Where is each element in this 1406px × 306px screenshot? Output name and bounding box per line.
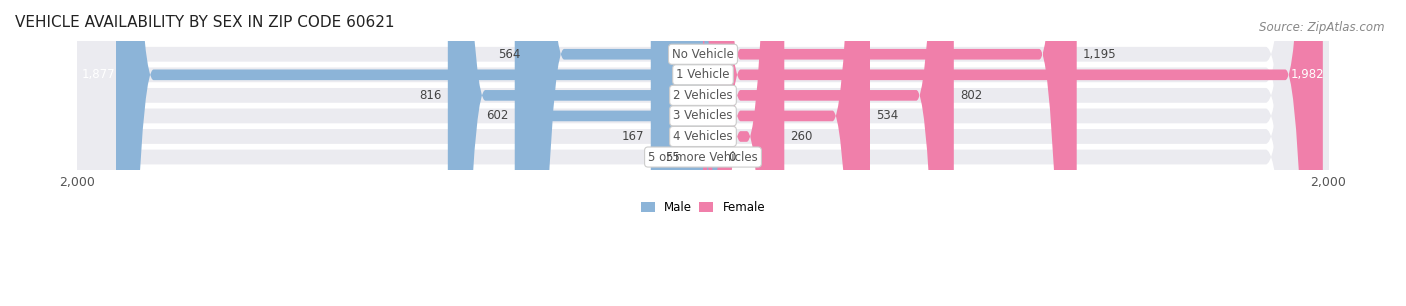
Text: 564: 564: [498, 48, 520, 61]
Text: 534: 534: [876, 110, 898, 122]
Text: 167: 167: [621, 130, 644, 143]
Text: 260: 260: [790, 130, 813, 143]
FancyBboxPatch shape: [449, 0, 703, 306]
FancyBboxPatch shape: [527, 0, 703, 306]
FancyBboxPatch shape: [703, 0, 713, 306]
Legend: Male, Female: Male, Female: [636, 196, 770, 219]
Text: 1,195: 1,195: [1083, 48, 1116, 61]
FancyBboxPatch shape: [77, 0, 1329, 306]
Text: 2 Vehicles: 2 Vehicles: [673, 89, 733, 102]
FancyBboxPatch shape: [117, 0, 703, 306]
FancyBboxPatch shape: [77, 0, 1329, 306]
Text: VEHICLE AVAILABILITY BY SEX IN ZIP CODE 60621: VEHICLE AVAILABILITY BY SEX IN ZIP CODE …: [15, 15, 395, 30]
Text: No Vehicle: No Vehicle: [672, 48, 734, 61]
Text: 602: 602: [486, 110, 509, 122]
FancyBboxPatch shape: [665, 0, 723, 306]
Text: Source: ZipAtlas.com: Source: ZipAtlas.com: [1260, 21, 1385, 34]
FancyBboxPatch shape: [703, 0, 1077, 306]
FancyBboxPatch shape: [77, 0, 1329, 306]
Text: 816: 816: [419, 89, 441, 102]
Text: 1,877: 1,877: [82, 68, 115, 81]
Text: 5 or more Vehicles: 5 or more Vehicles: [648, 151, 758, 163]
FancyBboxPatch shape: [77, 0, 1329, 306]
Text: 4 Vehicles: 4 Vehicles: [673, 130, 733, 143]
Text: 55: 55: [665, 151, 679, 163]
FancyBboxPatch shape: [515, 0, 703, 306]
FancyBboxPatch shape: [77, 0, 1329, 306]
FancyBboxPatch shape: [703, 0, 953, 306]
Text: 1,982: 1,982: [1291, 68, 1324, 81]
FancyBboxPatch shape: [77, 0, 1329, 306]
FancyBboxPatch shape: [703, 0, 1323, 306]
FancyBboxPatch shape: [651, 0, 703, 306]
FancyBboxPatch shape: [703, 0, 785, 306]
Text: 3 Vehicles: 3 Vehicles: [673, 110, 733, 122]
Text: 802: 802: [960, 89, 983, 102]
FancyBboxPatch shape: [703, 0, 870, 306]
Text: 0: 0: [728, 151, 735, 163]
Text: 1 Vehicle: 1 Vehicle: [676, 68, 730, 81]
